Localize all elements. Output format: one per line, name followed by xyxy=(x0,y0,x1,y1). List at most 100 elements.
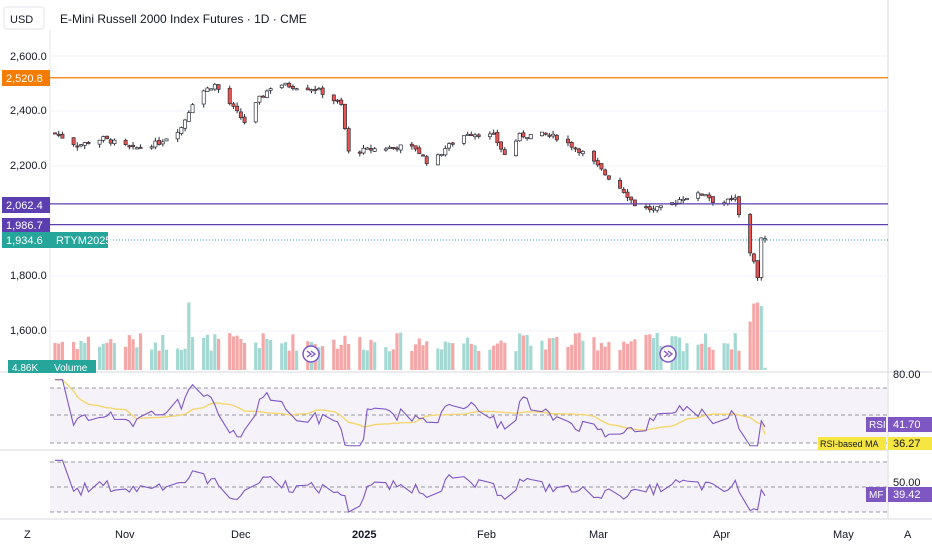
candle-body xyxy=(343,103,347,129)
candle-body xyxy=(179,127,184,134)
candle-body xyxy=(357,151,362,154)
candle-body xyxy=(231,103,236,107)
rsi-line xyxy=(55,379,766,447)
candle-body xyxy=(365,147,370,150)
volume-bar xyxy=(540,340,544,370)
candle-body xyxy=(621,189,626,193)
event-marker-icon[interactable] xyxy=(302,345,320,363)
volume-bar xyxy=(737,350,741,370)
volume-bar xyxy=(75,348,79,370)
volume-bar xyxy=(280,343,284,370)
candle-body xyxy=(439,153,444,156)
volume-bar xyxy=(399,332,403,370)
level-tag-label: 2,062.4 xyxy=(6,200,43,212)
candle-body xyxy=(183,119,188,129)
volume-bar xyxy=(179,350,183,370)
volume-bar xyxy=(79,340,83,370)
volume-bar xyxy=(135,347,139,370)
event-marker-icon[interactable] xyxy=(659,345,677,363)
volume-bar xyxy=(466,337,470,370)
candle-body xyxy=(629,196,634,201)
candle-body xyxy=(476,134,481,137)
volume-bar xyxy=(53,342,57,370)
candle-body xyxy=(101,136,106,141)
volume-bar xyxy=(518,333,522,370)
auto-scale-button[interactable]: A xyxy=(904,529,912,541)
candle-body xyxy=(383,148,388,151)
rsi-name-tag xyxy=(866,417,886,432)
candle-body xyxy=(513,140,518,157)
volume-bar xyxy=(209,350,213,370)
symbol-tag[interactable] xyxy=(52,232,108,248)
volume-bar xyxy=(607,342,611,370)
mf-line xyxy=(55,459,766,513)
volume-bar xyxy=(651,338,656,370)
candle-body xyxy=(495,131,500,144)
candle-series xyxy=(53,81,767,281)
candle-body xyxy=(632,199,637,207)
candle-body xyxy=(105,135,109,139)
candle-body xyxy=(465,134,470,136)
level-tag-2520[interactable] xyxy=(2,70,50,86)
candle-body xyxy=(320,87,325,95)
candle-body xyxy=(108,139,113,144)
volume-bar xyxy=(625,343,630,370)
candle-body xyxy=(707,194,712,199)
volume-bar xyxy=(488,349,492,370)
volume-bar xyxy=(570,344,574,370)
candle-body xyxy=(361,147,366,154)
last-price-tag[interactable] xyxy=(2,232,52,248)
candle-body xyxy=(257,95,262,103)
time-axis-label: Mar xyxy=(589,529,608,541)
volume-bar xyxy=(150,349,154,370)
volume-bar xyxy=(573,333,578,370)
volume-bar xyxy=(283,342,288,370)
candle-body xyxy=(417,147,422,154)
candle-body xyxy=(331,94,336,102)
candle-body xyxy=(205,87,210,92)
candle-body xyxy=(651,208,656,211)
candle-body xyxy=(149,146,154,149)
volume-bars xyxy=(53,302,767,370)
volume-bar xyxy=(101,343,105,370)
volume-bar xyxy=(425,341,429,370)
volume-bar xyxy=(633,339,637,370)
volume-bar xyxy=(83,342,87,370)
volume-bar xyxy=(332,339,336,370)
volume-bar xyxy=(648,334,652,370)
candle-body xyxy=(335,99,340,102)
level-tag-1986[interactable] xyxy=(2,218,50,232)
volume-bar xyxy=(373,342,377,370)
time-axis-label: Feb xyxy=(477,529,496,541)
candle-body xyxy=(603,169,608,176)
candle-body xyxy=(658,205,663,208)
volume-bar xyxy=(495,343,499,370)
candle-body xyxy=(729,198,734,200)
candle-body xyxy=(625,191,630,198)
candle-body xyxy=(421,154,425,157)
zoom-toggle-button[interactable]: Z xyxy=(24,529,31,541)
candle-body xyxy=(160,141,165,145)
candle-body xyxy=(235,105,240,112)
volume-name: Volume xyxy=(54,363,88,374)
currency-badge[interactable] xyxy=(3,6,45,30)
candle-body xyxy=(696,192,701,199)
candle-body xyxy=(387,146,392,149)
time-axis-label: Apr xyxy=(713,529,730,541)
candle-body xyxy=(261,95,266,98)
candle-body xyxy=(733,197,738,200)
horizontal-levels[interactable] xyxy=(50,77,888,241)
candle-body xyxy=(655,206,660,211)
rsi-band xyxy=(50,388,888,443)
candle-body xyxy=(540,131,544,137)
volume-bar xyxy=(112,343,117,370)
level-tag-2062[interactable] xyxy=(2,197,50,213)
candle-body xyxy=(346,128,351,152)
candle-body xyxy=(369,148,373,151)
candle-body xyxy=(644,206,648,209)
volume-bar xyxy=(436,348,440,370)
rsi-name: RSI xyxy=(869,420,886,431)
volume-bar xyxy=(707,347,711,370)
candle-body xyxy=(473,134,477,138)
